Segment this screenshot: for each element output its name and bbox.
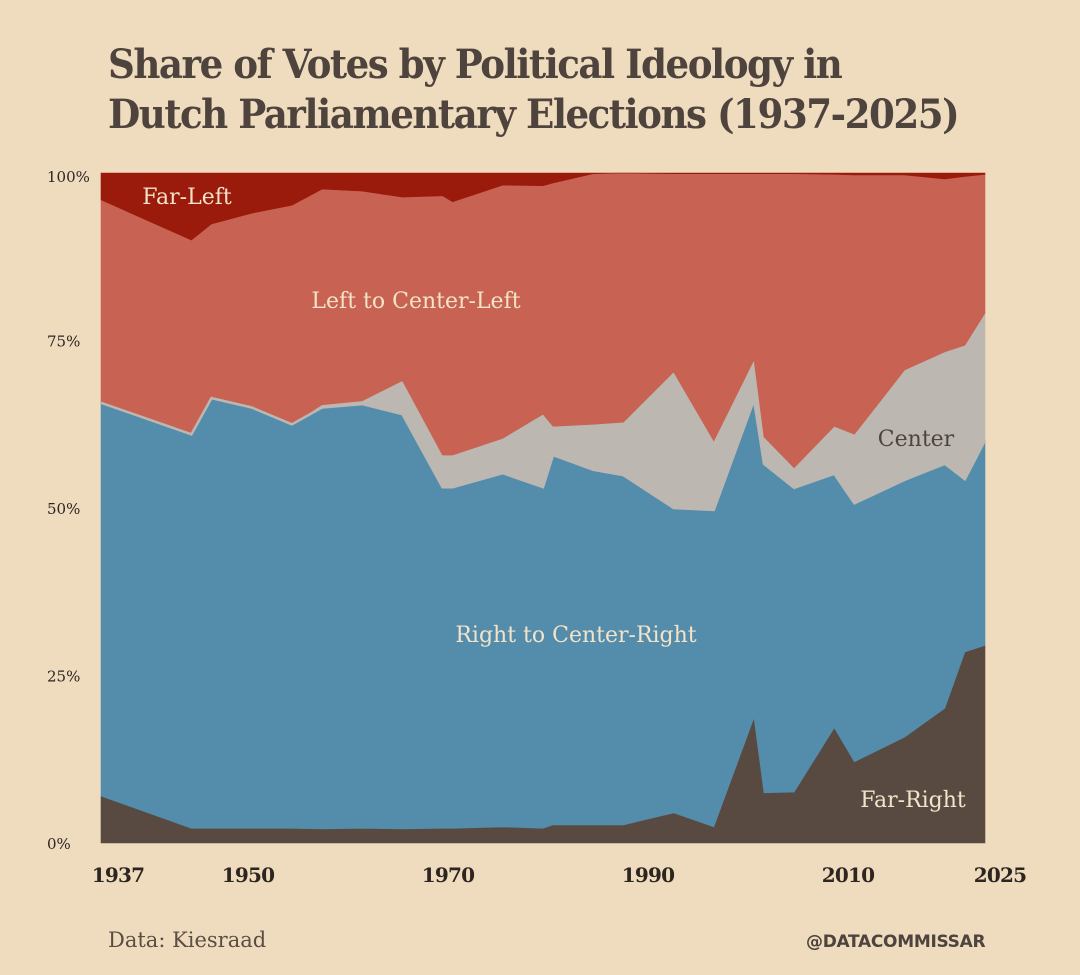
x-axis-ticks: 1937 1950 1970 1990 2010 2025 xyxy=(92,863,1027,887)
x-tick-label: 1990 xyxy=(622,863,674,887)
area-layers xyxy=(100,172,987,844)
author-handle: @DATACOMMISSAR xyxy=(806,932,986,952)
x-tick-label: 2025 xyxy=(974,863,1026,887)
y-tick-label: 0% xyxy=(47,835,71,853)
y-tick-label: 25% xyxy=(47,668,80,686)
x-tick-label: 1950 xyxy=(222,863,274,887)
area-labels: Far-Left Left to Center-Left Center Right t… xyxy=(142,185,966,813)
area-far-left xyxy=(100,172,986,241)
x-tick-label: 1937 xyxy=(92,863,144,887)
x-tick-label: 1970 xyxy=(422,863,474,887)
chart-title-line-1: Share of Votes by Political Ideology in xyxy=(108,41,843,88)
area-label-far-right: Far-Right xyxy=(860,788,966,813)
area-label-right-to-center-right: Right to Center-Right xyxy=(455,623,696,648)
y-tick-label: 75% xyxy=(47,333,80,351)
data-source: Data: Kiesraad xyxy=(108,928,267,952)
y-tick-label: 50% xyxy=(47,500,80,518)
y-axis-ticks: 0% 25% 50% 75% 100% xyxy=(47,168,90,853)
chart-title: Share of Votes by Political Ideology in … xyxy=(108,40,964,140)
x-tick-label: 2010 xyxy=(822,863,874,887)
area-label-far-left: Far-Left xyxy=(142,185,232,210)
area-label-left-to-center-left: Left to Center-Left xyxy=(311,289,520,314)
area-label-center: Center xyxy=(878,427,955,452)
chart-title-line-2: Dutch Parliamentary Elections (1937-2025… xyxy=(108,91,960,138)
center-boundary-line xyxy=(100,395,987,512)
y-tick-label: 100% xyxy=(47,168,90,186)
